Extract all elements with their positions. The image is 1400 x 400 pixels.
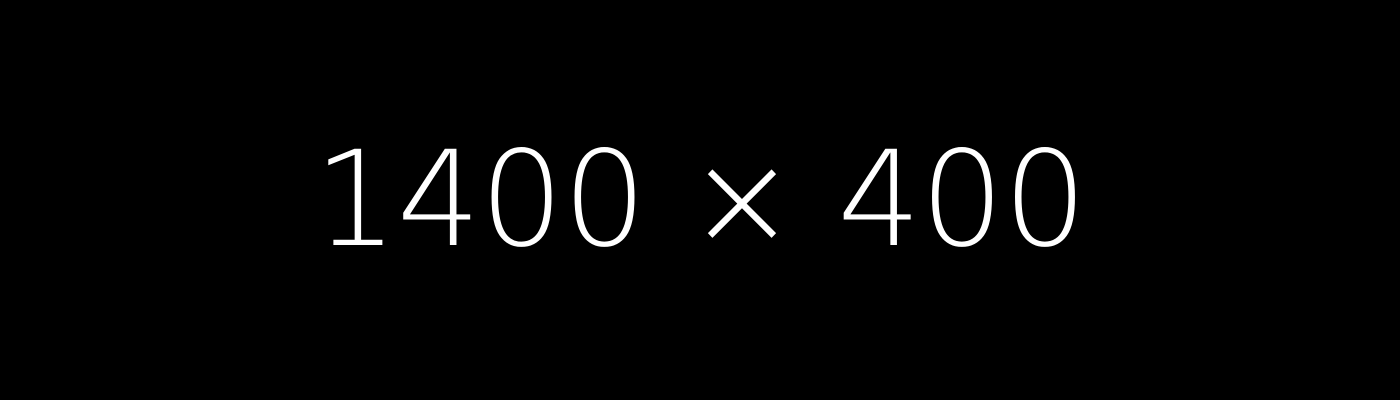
dimension-label: 1400 × 400: [313, 123, 1087, 277]
